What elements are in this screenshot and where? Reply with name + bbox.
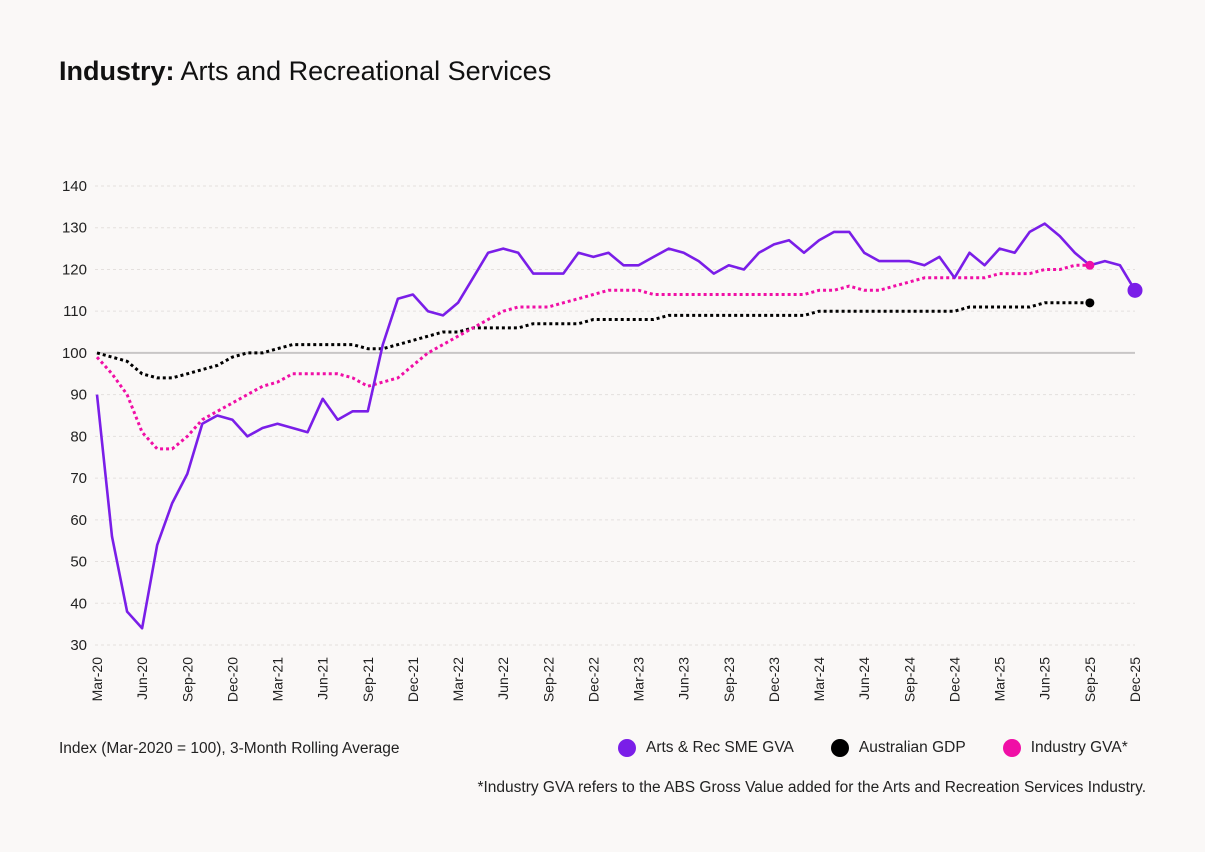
legend-label-sme-gva: Arts & Rec SME GVA [646, 739, 794, 756]
x-tick-label: Dec-24 [946, 657, 962, 702]
y-tick-label: 120 [62, 261, 87, 278]
x-tick-label: Dec-22 [585, 657, 601, 702]
x-tick-label: Jun-22 [495, 657, 511, 700]
chart-title-text: Arts and Recreational Services [174, 56, 552, 86]
x-tick-label: Mar-23 [631, 657, 647, 702]
legend: Arts & Rec SME GVA Australian GDP Indust… [618, 739, 1128, 757]
x-tick-label: Jun-20 [134, 657, 150, 700]
series-line-1 [96, 301, 1090, 380]
legend-item-gdp: Australian GDP [830, 739, 966, 757]
y-tick-label: 50 [70, 554, 87, 571]
series-end-marker-2 [1085, 260, 1095, 270]
x-tick-label: Sep-25 [1082, 657, 1098, 702]
y-tick-label: 60 [70, 512, 87, 529]
x-tick-label: Dec-25 [1127, 657, 1143, 702]
series-end-marker-1 [1085, 298, 1095, 308]
y-tick-label: 140 [62, 178, 87, 195]
x-tick-label: Sep-24 [901, 657, 917, 702]
series-line-0 [95, 222, 1137, 630]
legend-dot-industry-gva [1002, 739, 1021, 757]
x-tick-label: Mar-21 [270, 657, 286, 702]
x-tick-label: Mar-25 [992, 657, 1008, 702]
y-tick-label: 110 [63, 303, 87, 320]
y-tick-label: 30 [70, 637, 87, 654]
legend-item-sme-gva: Arts & Rec SME GVA [618, 739, 794, 757]
x-tick-label: Mar-22 [450, 657, 466, 702]
x-tick-label: Jun-21 [315, 657, 331, 700]
x-tick-label: Mar-24 [811, 657, 827, 702]
legend-dot-sme-gva [618, 739, 636, 757]
y-tick-label: 100 [62, 345, 87, 362]
legend-label-industry-gva: Industry GVA* [1030, 739, 1128, 756]
x-tick-label: Sep-20 [179, 657, 195, 702]
index-description: Index (Mar-2020 = 100), 3-Month Rolling … [59, 740, 400, 757]
y-tick-label: 70 [70, 470, 87, 487]
legend-dot-gdp [830, 739, 849, 757]
x-tick-label: Dec-20 [224, 657, 240, 702]
footnote: *Industry GVA refers to the ABS Gross Va… [477, 779, 1146, 796]
x-tick-label: Jun-23 [676, 657, 692, 700]
x-tick-label: Sep-22 [540, 657, 556, 702]
x-tick-label: Mar-20 [89, 657, 105, 702]
x-tick-label: Jun-24 [856, 657, 872, 700]
x-tick-label: Jun-25 [1037, 657, 1053, 700]
x-tick-label: Dec-21 [405, 657, 421, 702]
legend-label-gdp: Australian GDP [858, 739, 966, 756]
x-tick-label: Sep-21 [360, 657, 376, 702]
y-tick-label: 130 [62, 220, 87, 237]
y-tick-label: 90 [70, 387, 87, 404]
x-tick-label: Dec-23 [766, 657, 782, 702]
y-tick-label: 40 [70, 595, 87, 612]
series-end-marker-0 [1127, 282, 1143, 298]
x-tick-label: Sep-23 [721, 657, 737, 702]
series-line-2 [95, 263, 1090, 451]
y-tick-label: 80 [70, 428, 87, 445]
legend-item-industry-gva: Industry GVA* [1002, 739, 1128, 757]
chart-title-prefix: Industry: [59, 56, 175, 86]
chart-title: Industry: Arts and Recreational Services [59, 54, 551, 88]
